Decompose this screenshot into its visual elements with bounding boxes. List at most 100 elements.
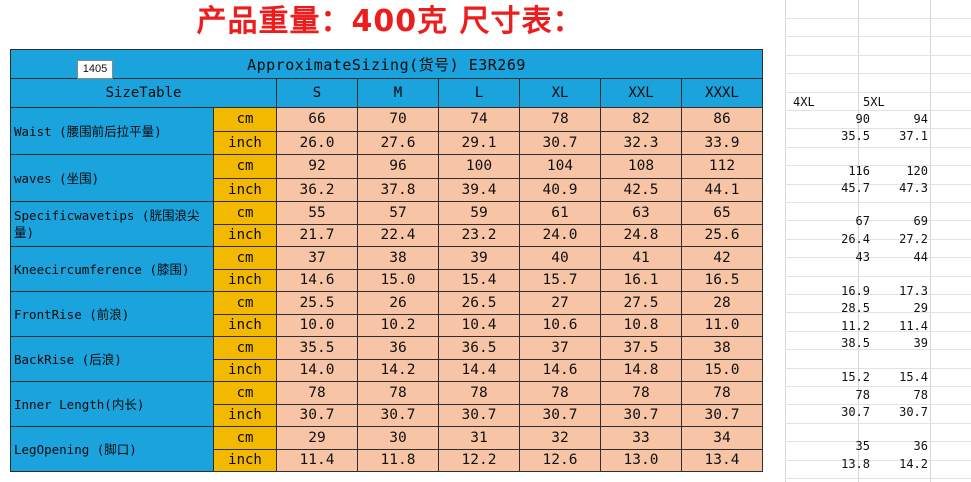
- extra-value-cell[interactable]: 78: [913, 388, 928, 402]
- value-cell: 25.6: [681, 223, 763, 247]
- extra-value-cell[interactable]: 90: [855, 112, 870, 126]
- value-cell: 15.7: [519, 268, 601, 292]
- table-row: inch 14.6 15.0 15.4 15.7 16.1 16.5: [11, 268, 763, 292]
- extra-value-cell[interactable]: 39: [913, 336, 928, 350]
- unit-label-inch: inch: [213, 358, 277, 382]
- value-cell: 78: [438, 381, 520, 405]
- value-cell: 10.0: [276, 313, 358, 337]
- extra-value-cell[interactable]: 17.3: [899, 284, 928, 298]
- value-cell: 10.6: [519, 313, 601, 337]
- extra-value-cell[interactable]: 29: [913, 301, 928, 315]
- value-cell: 14.0: [276, 358, 358, 382]
- table-row: Waist (腰围前后拉平量) cm 66 70 74 78 82 86: [10, 107, 763, 155]
- extra-value-cell[interactable]: 27.2: [899, 232, 928, 246]
- size-header-s: S: [276, 78, 358, 108]
- value-cell: 29: [276, 426, 358, 450]
- extra-value-cell[interactable]: 16.9: [841, 284, 870, 298]
- grid-line: [785, 478, 971, 479]
- value-cell: 10.2: [357, 313, 439, 337]
- grid-line: [858, 0, 859, 482]
- extra-value-cell[interactable]: 11.2: [841, 319, 870, 333]
- value-cell: 112: [681, 154, 763, 179]
- value-cell: 78: [276, 381, 358, 405]
- value-cell: 78: [681, 381, 763, 405]
- table-row: LegOpening (脚口) cm 29 30 31 32 33 34: [10, 426, 763, 472]
- value-cell: 16.5: [681, 268, 763, 292]
- value-cell: 14.8: [600, 358, 682, 382]
- grid-line: [785, 73, 971, 75]
- value-cell: 11.8: [357, 448, 439, 472]
- grid-line: [785, 165, 971, 167]
- extra-value-cell[interactable]: 13.8: [841, 457, 870, 471]
- value-cell: 37.8: [357, 177, 439, 202]
- value-cell: 29.1: [438, 130, 520, 155]
- grid-line: [930, 0, 931, 482]
- grid-line: [785, 54, 971, 56]
- value-cell: 63: [600, 201, 682, 225]
- value-cell: 28: [681, 291, 763, 315]
- value-cell: 30.7: [519, 403, 601, 427]
- extra-value-cell[interactable]: 26.4: [841, 232, 870, 246]
- extra-value-cell[interactable]: 14.2: [899, 457, 928, 471]
- unit-label-cm: cm: [213, 154, 277, 179]
- extra-value-cell[interactable]: 38.5: [841, 336, 870, 350]
- table-row: waves (坐围) cm 92 96 100 104 108 112: [10, 154, 763, 202]
- measurement-name: FrontRise (前浪): [10, 291, 214, 337]
- value-cell: 92: [276, 154, 358, 179]
- extra-value-cell[interactable]: 11.4: [899, 319, 928, 333]
- extra-value-cell[interactable]: 44: [913, 250, 928, 264]
- cell-reference-box[interactable]: 1405: [77, 60, 113, 79]
- unit-label-inch: inch: [213, 448, 277, 472]
- table-row: inch 14.0 14.2 14.4 14.6 14.8 15.0: [11, 358, 763, 382]
- extra-value-cell[interactable]: 94: [913, 112, 928, 126]
- value-cell: 40: [519, 246, 601, 270]
- value-cell: 36: [357, 336, 439, 360]
- measurement-name: BackRise (后浪): [10, 336, 214, 382]
- grid-line: [785, 275, 971, 277]
- value-cell: 40.9: [519, 177, 601, 202]
- extra-column-header[interactable]: 4XL: [793, 95, 815, 109]
- grid-line: [785, 441, 971, 443]
- extra-value-cell[interactable]: 78: [855, 388, 870, 402]
- extra-value-cell[interactable]: 15.2: [841, 370, 870, 384]
- extra-value-cell[interactable]: 15.4: [899, 370, 928, 384]
- measurement-name: Kneecircumference (膝围): [10, 246, 214, 292]
- extra-value-cell[interactable]: 35.5: [841, 129, 870, 143]
- extra-value-cell[interactable]: 120: [906, 164, 928, 178]
- page-title: 产品重量：400克 尺寸表：: [196, 4, 584, 39]
- value-cell: 104: [519, 154, 601, 179]
- grid-line: [785, 183, 971, 185]
- value-cell: 26.5: [438, 291, 520, 315]
- extra-value-cell[interactable]: 116: [848, 164, 870, 178]
- table-row: Kneecircumference (膝围) cm 37 38 39 40 41 42: [10, 246, 763, 292]
- size-header-xxl: XXL: [600, 78, 682, 108]
- value-cell: 96: [357, 154, 439, 179]
- value-cell: 38: [357, 246, 439, 270]
- extra-value-cell[interactable]: 37.1: [899, 129, 928, 143]
- extra-value-cell[interactable]: 30.7: [841, 405, 870, 419]
- value-cell: 15.4: [438, 268, 520, 292]
- extra-column-header[interactable]: 5XL: [863, 95, 885, 109]
- extra-value-cell[interactable]: 36: [913, 439, 928, 453]
- value-cell: 14.6: [276, 268, 358, 292]
- table-row: Inner Length(内长) cm 78 78 78 78 78 78: [10, 381, 763, 427]
- table-title: ApproximateSizing(货号) E3R269: [10, 49, 763, 79]
- measurement-name: Waist (腰围前后拉平量): [10, 107, 214, 155]
- extra-value-cell[interactable]: 30.7: [899, 405, 928, 419]
- grid-line: [785, 91, 971, 93]
- value-cell: 15.0: [681, 358, 763, 382]
- extra-value-cell[interactable]: 35: [855, 439, 870, 453]
- extra-value-cell[interactable]: 69: [913, 214, 928, 228]
- unit-label-cm: cm: [213, 107, 277, 132]
- extra-value-cell[interactable]: 47.3: [899, 181, 928, 195]
- extra-value-cell[interactable]: 45.7: [841, 181, 870, 195]
- extra-value-cell[interactable]: 43: [855, 250, 870, 264]
- value-cell: 27.5: [600, 291, 682, 315]
- extra-value-cell[interactable]: 28.5: [841, 301, 870, 315]
- value-cell: 65: [681, 201, 763, 225]
- value-cell: 27.6: [357, 130, 439, 155]
- value-cell: 78: [357, 381, 439, 405]
- extra-value-cell[interactable]: 67: [855, 214, 870, 228]
- value-cell: 23.2: [438, 223, 520, 247]
- value-cell: 21.7: [276, 223, 358, 247]
